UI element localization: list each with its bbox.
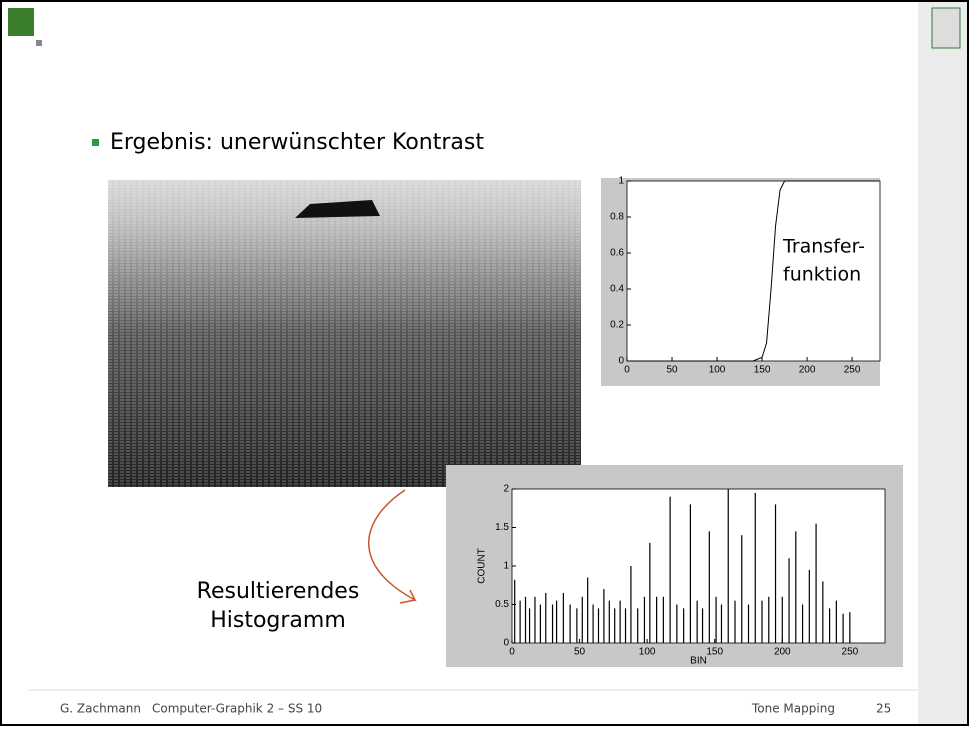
x-tick-label: 0 bbox=[509, 647, 515, 658]
y-tick-label: 0 bbox=[503, 638, 509, 649]
x-tick-label: 200 bbox=[799, 365, 816, 376]
footer-topic: Tone Mapping bbox=[751, 702, 835, 716]
y-tick-label: 0.2 bbox=[610, 320, 624, 331]
y-tick-label: 0.8 bbox=[610, 212, 624, 223]
x-tick-label: 0 bbox=[624, 365, 630, 376]
photo-texture bbox=[108, 180, 581, 487]
x-tick-label: 100 bbox=[639, 647, 656, 658]
x-axis-label: BIN bbox=[690, 656, 707, 667]
y-tick-label: 0.6 bbox=[610, 248, 624, 259]
bullet-text: Ergebnis: unerwünschter Kontrast bbox=[110, 130, 484, 155]
y-tick-label: 0 bbox=[618, 356, 624, 367]
x-tick-label: 250 bbox=[844, 365, 861, 376]
corner-image bbox=[932, 8, 960, 48]
y-tick-label: 0.5 bbox=[495, 599, 509, 610]
x-tick-label: 200 bbox=[774, 647, 791, 658]
y-tick-label: 1 bbox=[618, 176, 624, 187]
x-tick-label: 150 bbox=[706, 647, 723, 658]
y-tick-label: 1.5 bbox=[495, 522, 509, 533]
slide: Ergebnis: unerwünschter Kontrast Resulti… bbox=[0, 0, 969, 726]
side-strip bbox=[918, 0, 969, 726]
annotation: funktion bbox=[783, 264, 861, 286]
x-tick-label: 50 bbox=[666, 365, 678, 376]
logo bbox=[8, 8, 34, 36]
caption: Histogramm bbox=[210, 608, 346, 633]
page: {"slide": {"bullet": "Ergebnis: unerwüns… bbox=[0, 0, 969, 726]
bullet-marker bbox=[92, 139, 99, 146]
y-tick-label: 1 bbox=[503, 561, 509, 572]
x-tick-label: 50 bbox=[574, 647, 586, 658]
x-tick-label: 250 bbox=[842, 647, 859, 658]
y-axis-label: COUNT bbox=[477, 548, 488, 584]
y-tick-label: 0.4 bbox=[610, 284, 624, 295]
x-tick-label: 150 bbox=[754, 365, 771, 376]
footer-page: 25 bbox=[876, 702, 891, 716]
annotation: Transfer- bbox=[782, 236, 865, 258]
caption: Resultierendes bbox=[197, 579, 360, 604]
y-tick-label: 2 bbox=[503, 484, 509, 495]
footer-course: Computer-Graphik 2 – SS 10 bbox=[152, 702, 322, 716]
footer-author: G. Zachmann bbox=[60, 702, 141, 716]
x-tick-label: 100 bbox=[709, 365, 726, 376]
logo-square bbox=[36, 40, 42, 46]
